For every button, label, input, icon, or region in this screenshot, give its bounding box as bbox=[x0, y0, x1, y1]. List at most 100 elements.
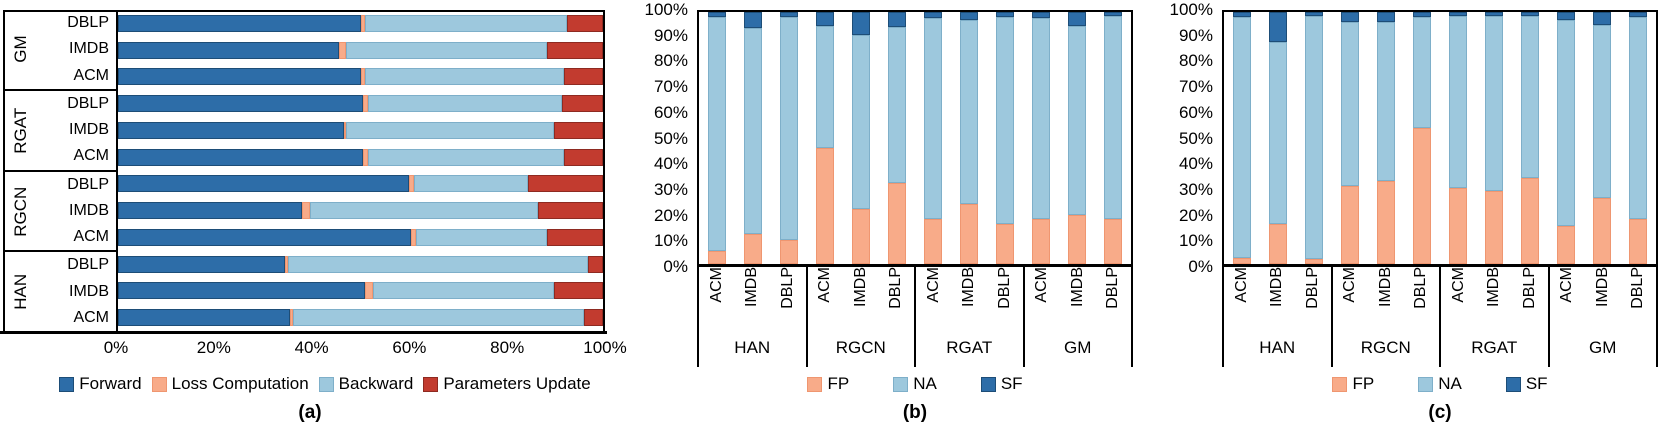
bar-segment bbox=[1305, 258, 1323, 264]
bar-slot bbox=[1332, 12, 1368, 264]
bar-slot bbox=[699, 12, 735, 264]
bar-segment bbox=[292, 309, 584, 327]
axis-group-cell: ACM IMDB DBLP RGCN bbox=[805, 267, 915, 367]
bar-segment bbox=[1233, 257, 1251, 264]
dataset-label: DBLP bbox=[1412, 267, 1430, 309]
bar-segment bbox=[118, 41, 339, 59]
row-label: ACM bbox=[73, 66, 109, 84]
bar-segment bbox=[118, 175, 409, 193]
dataset-label-slot: DBLP bbox=[1295, 267, 1331, 335]
y-tick-label: 100% bbox=[1169, 0, 1213, 19]
stacked-bar bbox=[118, 14, 603, 32]
row-label: DBLP bbox=[67, 256, 109, 274]
stacked-bar bbox=[1629, 12, 1647, 264]
stacked-bar bbox=[708, 12, 726, 264]
row-label: DBLP bbox=[67, 14, 109, 32]
stacked-bar bbox=[744, 12, 762, 264]
row-group-name: RGCN bbox=[11, 185, 30, 236]
stacked-bar bbox=[118, 175, 603, 193]
bar-slot bbox=[735, 12, 771, 264]
row-group-cell: RGCN DBLP IMDB ACM bbox=[5, 169, 116, 251]
bar-slot bbox=[1440, 12, 1476, 264]
row-group-name: GM bbox=[11, 35, 30, 64]
bar-slot bbox=[1224, 12, 1260, 264]
chart-b-legend: FP NA SF bbox=[697, 372, 1133, 396]
dataset-label-slot: ACM bbox=[1550, 267, 1586, 335]
stacked-bar bbox=[118, 202, 603, 220]
bar-segment bbox=[365, 68, 565, 86]
y-tick-label: 0% bbox=[663, 257, 688, 276]
bar-segment bbox=[564, 148, 603, 166]
bar-slot bbox=[951, 12, 987, 264]
legend-swatch bbox=[893, 376, 909, 392]
bar-row bbox=[118, 10, 603, 37]
chart-b-x-axis-labels: ACM IMDB DBLP HAN ACM IMDB DBLP RGCN ACM IMDB DBLP… bbox=[697, 267, 1133, 367]
bar-segment bbox=[566, 14, 603, 32]
y-tick-label: 90% bbox=[1178, 25, 1213, 45]
dataset-label-slot: IMDB bbox=[735, 267, 771, 335]
dataset-label: ACM bbox=[1558, 267, 1576, 303]
row-label-stack: DBLP IMDB ACM bbox=[37, 252, 116, 331]
bar-segment bbox=[1557, 12, 1575, 20]
stacked-bar bbox=[118, 95, 603, 113]
bar-segment bbox=[118, 309, 291, 327]
axis-group-cell: ACM IMDB DBLP HAN bbox=[1222, 267, 1331, 367]
legend-swatch bbox=[980, 376, 996, 392]
dataset-label-slot: IMDB bbox=[1585, 267, 1621, 335]
dataset-label-slot: DBLP bbox=[1621, 267, 1657, 335]
bar-segment bbox=[1032, 18, 1050, 219]
stacked-bar bbox=[996, 12, 1014, 264]
chart-c-x-axis-labels: ACM IMDB DBLP HAN ACM IMDB DBLP RGCN ACM IMDB DBLP… bbox=[1222, 267, 1658, 367]
dataset-label-slot: IMDB bbox=[1477, 267, 1513, 335]
bar-segment bbox=[852, 34, 870, 209]
bar-segment bbox=[588, 255, 603, 273]
bar-segment bbox=[365, 282, 373, 300]
legend-label: FP bbox=[827, 374, 850, 393]
row-label: IMDB bbox=[69, 201, 109, 219]
legend-item: Parameters Update bbox=[423, 374, 591, 394]
bar-segment bbox=[1413, 12, 1431, 18]
bar-segment bbox=[1377, 12, 1395, 23]
stacked-bar bbox=[118, 121, 603, 139]
row-label-stack: DBLP IMDB ACM bbox=[37, 91, 116, 170]
y-tick-label: 10% bbox=[1178, 231, 1213, 251]
dataset-label: DBLP bbox=[887, 267, 905, 309]
bar-segment bbox=[1413, 17, 1431, 128]
bar-segment bbox=[996, 12, 1014, 18]
bar-segment bbox=[1341, 22, 1359, 186]
bar-segment bbox=[345, 121, 555, 139]
bar-segment bbox=[960, 19, 978, 204]
stacked-bar bbox=[1485, 12, 1503, 264]
row-label: DBLP bbox=[67, 94, 109, 112]
bar-segment bbox=[1557, 226, 1575, 264]
bar-slot bbox=[879, 12, 915, 264]
bar-segment bbox=[547, 228, 603, 246]
bar-group bbox=[1023, 12, 1131, 264]
bar-segment bbox=[367, 148, 565, 166]
stacked-bar bbox=[924, 12, 942, 264]
bar-segment bbox=[996, 17, 1014, 224]
bar-segment bbox=[1629, 12, 1647, 18]
dataset-label-row: ACM IMDB DBLP bbox=[1224, 267, 1331, 335]
dataset-label-slot: ACM bbox=[699, 267, 735, 335]
legend-swatch bbox=[1418, 376, 1434, 392]
stacked-bar bbox=[1305, 12, 1323, 264]
bar-segment bbox=[1413, 127, 1431, 264]
row-label: DBLP bbox=[67, 175, 109, 193]
legend-label: Loss Computation bbox=[171, 374, 309, 393]
row-group-name: RGAT bbox=[11, 107, 30, 154]
legend-label: SF bbox=[1000, 374, 1023, 393]
group-name: GM bbox=[1589, 338, 1617, 357]
x-tick-label: 0% bbox=[103, 338, 129, 357]
bar-segment bbox=[409, 175, 414, 193]
bar-segment bbox=[1068, 12, 1086, 26]
dataset-label: IMDB bbox=[1376, 267, 1394, 307]
bar-segment bbox=[708, 12, 726, 18]
chart-a-plot-area bbox=[116, 10, 605, 331]
dataset-label: DBLP bbox=[1303, 267, 1321, 309]
bar-slot bbox=[1548, 12, 1584, 264]
dataset-label-slot: IMDB bbox=[843, 267, 879, 335]
legend-swatch bbox=[59, 376, 75, 392]
bar-slot bbox=[987, 12, 1023, 264]
bar-segment bbox=[554, 121, 603, 139]
